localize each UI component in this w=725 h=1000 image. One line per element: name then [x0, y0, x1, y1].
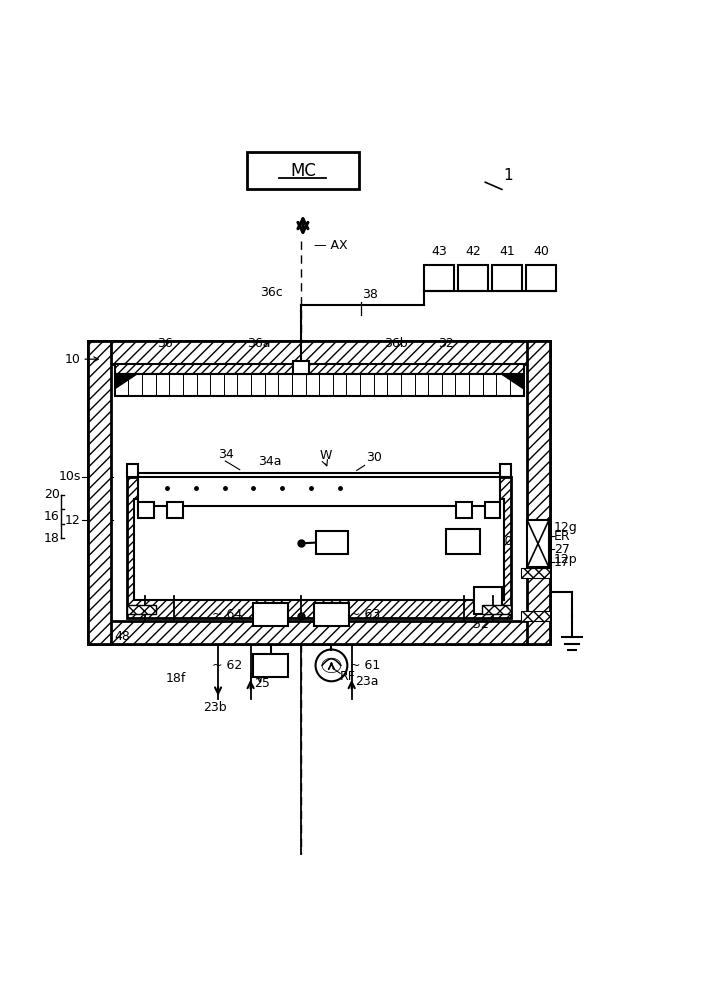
Text: 16: 16: [44, 510, 60, 523]
Text: 36b: 36b: [384, 337, 407, 350]
Text: 12p: 12p: [554, 553, 578, 566]
Text: 12g: 12g: [554, 521, 578, 534]
Text: ~ 63: ~ 63: [350, 608, 381, 621]
Bar: [138, 502, 154, 518]
Bar: [138, 477, 500, 506]
Text: 30: 30: [366, 451, 382, 464]
Bar: [134, 499, 504, 600]
Text: 36a: 36a: [247, 337, 270, 350]
Bar: [492, 265, 522, 291]
Text: ER: ER: [554, 530, 571, 543]
Text: 10: 10: [65, 353, 80, 366]
Polygon shape: [115, 374, 136, 389]
Text: 42: 42: [465, 245, 481, 258]
Text: 10s: 10s: [59, 470, 80, 483]
Text: 23a: 23a: [355, 675, 378, 688]
Bar: [484, 502, 500, 518]
Text: 12: 12: [65, 514, 80, 527]
Bar: [88, 621, 550, 644]
Bar: [314, 603, 349, 626]
Bar: [521, 568, 550, 578]
Text: 1: 1: [503, 167, 513, 182]
Text: 18: 18: [44, 532, 60, 545]
Bar: [293, 361, 309, 374]
Bar: [527, 520, 549, 567]
Text: 17: 17: [554, 556, 570, 569]
Text: 36c: 36c: [260, 286, 283, 299]
Bar: [127, 464, 138, 477]
Text: PV: PV: [248, 672, 265, 685]
Bar: [88, 341, 111, 644]
Text: 20: 20: [44, 488, 60, 501]
Bar: [111, 364, 527, 621]
Bar: [527, 341, 550, 644]
Bar: [424, 265, 455, 291]
Text: 34a: 34a: [258, 455, 281, 468]
Text: 78: 78: [323, 559, 339, 572]
Text: 34: 34: [218, 448, 233, 461]
Text: MC: MC: [290, 162, 316, 180]
Bar: [521, 611, 550, 621]
Bar: [457, 265, 488, 291]
Text: 41: 41: [499, 245, 515, 258]
Text: ~ 50: ~ 50: [482, 535, 513, 548]
Bar: [247, 152, 359, 189]
Bar: [526, 265, 556, 291]
Text: 25: 25: [254, 677, 270, 690]
Text: — AX: — AX: [314, 239, 348, 252]
Text: ~ 62: ~ 62: [212, 659, 243, 672]
Text: ~ 61: ~ 61: [349, 659, 380, 672]
Text: 40: 40: [533, 245, 549, 258]
Bar: [115, 364, 523, 374]
Bar: [456, 502, 471, 518]
Bar: [315, 531, 348, 554]
Polygon shape: [502, 374, 523, 389]
Bar: [254, 603, 288, 626]
Text: 32: 32: [439, 337, 454, 350]
Text: 52: 52: [473, 618, 489, 631]
Text: 23b: 23b: [202, 701, 226, 714]
Bar: [115, 374, 523, 396]
Text: 48: 48: [115, 630, 130, 643]
Bar: [482, 605, 511, 614]
Bar: [446, 529, 480, 554]
Bar: [88, 341, 550, 364]
Text: 38: 38: [362, 288, 378, 301]
Text: RF: RF: [340, 670, 356, 683]
Text: ~ 64: ~ 64: [212, 608, 243, 621]
Text: W: W: [319, 449, 331, 462]
Text: 18f: 18f: [166, 672, 186, 685]
Bar: [500, 464, 511, 477]
Text: 43: 43: [431, 245, 447, 258]
Bar: [254, 654, 288, 677]
Bar: [127, 477, 511, 618]
Bar: [474, 587, 502, 614]
Bar: [167, 502, 183, 518]
Text: 36: 36: [157, 337, 173, 350]
Bar: [127, 605, 156, 614]
Text: 27: 27: [554, 543, 570, 556]
